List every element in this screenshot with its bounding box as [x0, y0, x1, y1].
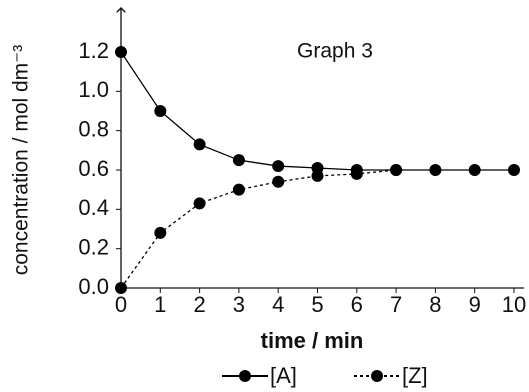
data-point	[232, 154, 245, 167]
y-tick-label: 0.0	[78, 274, 109, 299]
legend-marker	[239, 370, 251, 382]
y-tick-label: 0.2	[78, 234, 109, 259]
data-point	[115, 282, 127, 294]
x-tick-label: 2	[193, 292, 205, 317]
series-line	[120, 169, 397, 289]
x-axis-label: time / min	[261, 328, 364, 353]
data-point	[193, 197, 206, 210]
x-tick-label: 5	[311, 292, 323, 317]
data-point	[232, 183, 245, 196]
y-tick-label: 0.6	[78, 156, 109, 181]
data-point	[311, 169, 324, 182]
data-point	[508, 164, 520, 176]
x-tick-label: 4	[272, 292, 284, 317]
legend-marker	[371, 370, 383, 382]
data-point	[193, 138, 206, 151]
data-point	[468, 164, 481, 176]
data-point	[390, 164, 403, 176]
y-tick-label: 0.8	[78, 116, 109, 141]
data-point	[272, 175, 285, 188]
x-tick-label: 0	[115, 292, 127, 317]
legend-label: [Z]	[402, 363, 428, 388]
data-point	[350, 167, 363, 180]
annotation: Graph 3	[297, 40, 373, 63]
legend-label: [A]	[270, 363, 297, 388]
y-tick-label: 1.2	[78, 38, 109, 63]
x-tick-label: 7	[390, 292, 402, 317]
data-point	[429, 164, 442, 176]
x-tick-label: 9	[469, 292, 481, 317]
x-tick-label: 1	[154, 292, 166, 317]
x-tick-label: 3	[233, 292, 245, 317]
x-tick-label: 10	[502, 292, 526, 317]
series-line	[120, 51, 514, 171]
data-point	[272, 160, 285, 173]
data-point	[115, 46, 127, 58]
data-point	[154, 105, 167, 117]
y-tick-label: 1.0	[78, 77, 109, 102]
x-tick-label: 6	[351, 292, 363, 317]
y-axis-label: concentration / mol dm⁻³	[10, 45, 33, 276]
data-point	[154, 226, 167, 239]
y-tick-label: 0.4	[78, 195, 109, 220]
x-tick-label: 8	[429, 292, 441, 317]
